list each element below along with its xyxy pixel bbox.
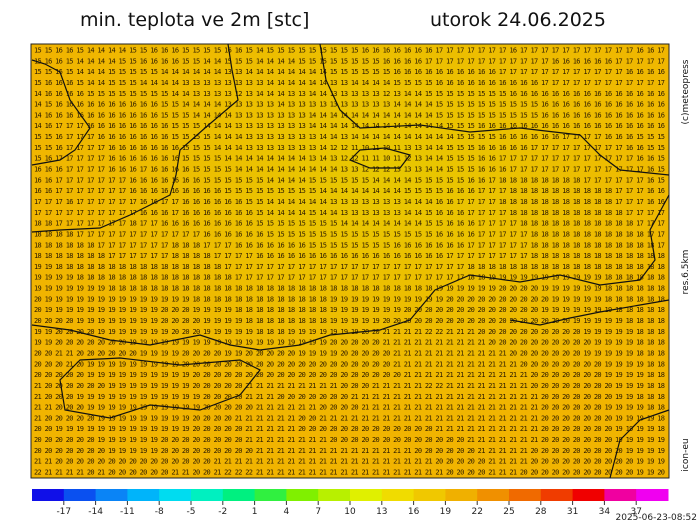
grid-row: 17 17 17 17 17 17 17 17 17 17 16 16 16 1…	[34, 209, 665, 217]
grid-row: 15 15 16 15 14 14 14 15 15 15 15 15 14 1…	[34, 68, 665, 76]
grid-row: 15 15 16 17 17 17 16 16 16 16 16 16 16 1…	[34, 133, 665, 141]
colorbar-tick-label: -11	[120, 507, 135, 517]
colorbar-segment	[540, 489, 574, 501]
grid-row: 21 20 20 20 20 20 19 19 19 19 19 19 19 1…	[34, 414, 665, 422]
grid-row: 18 18 18 18 18 18 18 17 17 17 17 17 17 1…	[34, 252, 665, 260]
grid-row: 21 21 20 20 20 20 20 20 20 20 20 20 20 2…	[34, 458, 665, 466]
map-date: utorok 24.06.2025	[430, 9, 606, 31]
grid-row: 20 20 20 20 20 20 19 19 19 19 19 19 20 2…	[34, 436, 665, 444]
grid-row: 16 16 17 17 17 17 17 17 17 16 16 16 16 1…	[34, 176, 665, 184]
grid-row: 20 20 20 20 20 20 20 19 19 19 19 19 20 2…	[34, 447, 665, 455]
colorbar-tick-label: -14	[88, 507, 103, 517]
grid-row: 14 16 16 16 16 15 15 15 15 15 15 15 15 1…	[34, 90, 665, 98]
colorbar-segment	[254, 489, 287, 501]
grid-row: 15 16 17 17 17 17 17 16 16 16 16 16 16 1…	[34, 155, 665, 163]
grid-row: 20 19 19 19 19 19 19 19 19 19 19 19 20 2…	[34, 306, 665, 314]
grid-row: 20 20 20 20 19 19 19 19 19 19 19 19 20 2…	[34, 317, 665, 325]
colorbar-segment	[95, 489, 128, 501]
grid-row: 15 15 16 17 17 17 17 16 16 16 16 16 16 1…	[34, 144, 665, 152]
colorbar-segment	[191, 489, 224, 501]
colorbar-segment	[381, 489, 415, 501]
grid-row: 15 16 16 15 14 14 14 14 15 15 16 16 16 1…	[34, 57, 665, 65]
colorbar-segment	[604, 489, 637, 501]
grid-row: 18 18 18 18 17 17 17 17 17 17 17 17 17 1…	[34, 230, 665, 238]
grid-row: 19 19 19 19 18 18 18 18 18 18 18 18 18 1…	[34, 274, 665, 282]
colorbar-segment	[159, 489, 192, 501]
grid-row: 20 20 20 21 20 19 19 19 19 19 19 19 19 1…	[34, 360, 665, 368]
colorbar-tick-label: 16	[408, 507, 420, 517]
grid-row: 21 21 20 20 20 19 19 19 19 19 19 19 19 1…	[34, 404, 665, 412]
colorbar-segment	[636, 489, 669, 501]
colorbar: -17 -14 -11 -8 -5 -2 1 4 7 10 13 16 19 22 25 28 31 34 37	[32, 489, 669, 517]
colorbar-tick-label: 7	[315, 507, 321, 517]
colorbar-tick-label: -17	[56, 507, 71, 517]
colorbar-segment	[445, 489, 478, 501]
timestamp: 2025-06-23-08:52	[616, 513, 698, 523]
colorbar-tick-label: -8	[155, 507, 164, 517]
colorbar-segment	[572, 489, 605, 501]
grid-row: 16 16 16 17 17 17 17 16 16 16 17 16 16 1…	[34, 166, 665, 174]
credit-label: (c)meteopress	[681, 59, 691, 124]
colorbar-segment	[350, 489, 383, 501]
colorbar-tick-label: 22	[471, 507, 482, 517]
grid-row: 21 20 20 20 19 19 19 19 19 19 19 19 19 1…	[34, 393, 665, 401]
colorbar-segment	[222, 489, 256, 501]
grid-row: 18 18 18 18 18 18 17 17 17 17 17 17 17 1…	[34, 241, 665, 249]
colorbar-segment	[477, 489, 510, 501]
colorbar-tick-label: 10	[344, 507, 356, 517]
colorbar-segment	[318, 489, 351, 501]
grid-row: 20 20 21 21 20 20 20 20 20 20 19 19 19 1…	[34, 349, 665, 357]
colorbar-segment	[413, 489, 446, 501]
colorbar-segment	[63, 489, 97, 501]
model-label: icon-eu	[681, 438, 691, 471]
grid-row: 19 19 20 20 20 20 19 19 19 19 19 19 19 2…	[34, 328, 665, 336]
colorbar-tick-label: 25	[503, 507, 514, 517]
colorbar-segment	[32, 489, 65, 501]
grid-row: 19 19 19 19 19 19 19 18 18 18 18 18 18 1…	[34, 285, 665, 293]
grid-row: 21 20 20 20 20 20 20 19 19 19 19 19 19 1…	[34, 382, 665, 390]
contours	[31, 43, 670, 479]
colorbar-tick-label: 37	[630, 507, 641, 517]
grid-row: 14 16 17 17 17 16 16 16 16 16 16 16 16 1…	[34, 122, 665, 130]
colorbar-segment	[509, 489, 542, 501]
grid-row: 22 21 21 21 21 20 21 20 20 20 20 20 20 2…	[34, 469, 665, 477]
colorbar-tick-label: 31	[567, 507, 578, 517]
colorbar-tick-label: -5	[187, 507, 196, 517]
grid-row: 18 18 17 17 17 17 17 17 17 18 17 17 16 1…	[34, 220, 665, 228]
colorbar-segment	[127, 489, 160, 501]
grid-row: 20 19 19 19 19 19 19 19 19 19 19 19 19 1…	[34, 295, 665, 303]
map-title: min. teplota ve 2m [stc]	[80, 9, 309, 31]
map-area	[30, 43, 670, 479]
grid-row: 20 20 19 19 19 19 19 19 19 19 19 19 19 1…	[34, 425, 665, 433]
colorbar-tick-label: 4	[284, 507, 290, 517]
grid-row: 17 17 17 16 17 17 17 17 17 17 16 16 17 1…	[34, 198, 665, 206]
colorbar-tick-label: 13	[376, 507, 387, 517]
grid-row: 15 16 16 16 15 14 14 15 15 15 14 14 14 1…	[34, 79, 665, 87]
colorbar-tick-label: 19	[440, 507, 452, 517]
grid-row: 16 16 17 17 17 17 17 17 17 16 16 16 16 1…	[34, 187, 665, 195]
colorbar-tick-label: -2	[218, 507, 227, 517]
colorbar-tick-label: 34	[599, 507, 611, 517]
grid-row: 19 19 18 18 18 18 18 18 18 18 18 18 18 1…	[34, 263, 665, 271]
resolution-label: res.6.5km	[681, 250, 691, 295]
grid-row: 14 16 16 16 16 16 16 16 16 16 16 16 15 1…	[34, 111, 665, 119]
value-grid: 15 15 16 16 15 14 14 14 14 15 15 16 16 1…	[34, 47, 665, 477]
colorbar-tick-label: 1	[252, 507, 258, 517]
grid-row: 20 20 20 20 20 19 19 19 19 19 19 19 19 1…	[34, 371, 665, 379]
colorbar-tick-label: 28	[535, 507, 547, 517]
grid-row: 15 15 16 16 15 14 14 14 14 15 15 16 16 1…	[34, 47, 665, 55]
colorbar-segment	[286, 489, 319, 501]
grid-row: 19 19 20 20 20 20 20 20 20 19 19 19 19 1…	[34, 339, 665, 347]
grid-row: 14 15 16 16 16 16 16 16 16 16 16 16 15 1…	[34, 101, 665, 109]
